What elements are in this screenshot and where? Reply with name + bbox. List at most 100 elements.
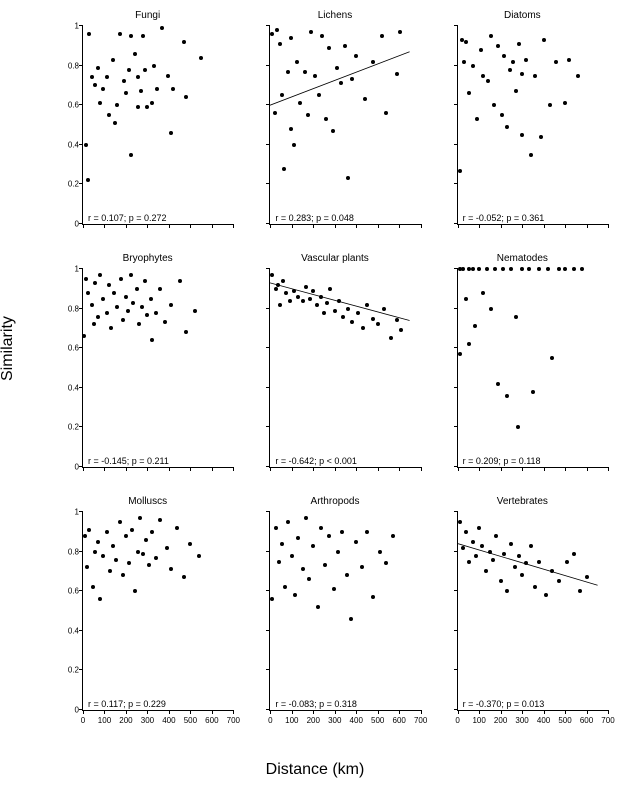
data-point: [270, 273, 274, 277]
data-point: [391, 534, 395, 538]
data-point: [493, 267, 497, 271]
data-point: [139, 89, 143, 93]
plot-area: 00.20.40.60.810100200300400500600700: [82, 512, 233, 711]
data-point: [288, 299, 292, 303]
data-point: [474, 554, 478, 558]
data-point: [83, 534, 87, 538]
data-point: [129, 34, 133, 38]
data-point: [182, 575, 186, 579]
panel-molluscs: Molluscs00.20.40.60.81010020030040050060…: [58, 498, 237, 733]
data-point: [137, 322, 141, 326]
data-point: [313, 74, 317, 78]
data-point: [471, 540, 475, 544]
y-tick-label: 0.6: [61, 344, 79, 353]
data-point: [340, 530, 344, 534]
panel-title: Arthropods: [245, 496, 424, 507]
data-point: [509, 267, 513, 271]
data-point: [389, 336, 393, 340]
data-point: [517, 554, 521, 558]
data-point: [477, 267, 481, 271]
data-point: [317, 93, 321, 97]
data-point: [119, 277, 123, 281]
data-point: [499, 579, 503, 583]
data-point: [136, 75, 140, 79]
data-point: [140, 305, 144, 309]
data-point: [115, 103, 119, 107]
data-point: [141, 552, 145, 556]
plot-area: 0100200300400500600700: [269, 512, 420, 711]
data-point: [286, 520, 290, 524]
data-point: [298, 101, 302, 105]
data-point: [557, 579, 561, 583]
stats-text: r = -0.083; p = 0.318: [275, 699, 357, 709]
data-point: [121, 573, 125, 577]
data-point: [341, 315, 345, 319]
panel-grid: Fungi00.20.40.60.81r = 0.107; p = 0.272L…: [0, 0, 630, 793]
data-point: [274, 287, 278, 291]
data-point: [481, 291, 485, 295]
data-point: [533, 74, 537, 78]
data-point: [576, 74, 580, 78]
x-tick-label: 300: [141, 716, 154, 725]
data-point: [516, 425, 520, 429]
data-point: [301, 299, 305, 303]
plot-area: 00.20.40.60.81: [82, 26, 233, 225]
y-axis-label: Similarity: [0, 316, 17, 381]
data-point: [524, 58, 528, 62]
data-point: [371, 317, 375, 321]
y-tick-label: 0.6: [61, 101, 79, 110]
data-point: [514, 315, 518, 319]
x-tick-label: 400: [350, 716, 363, 725]
y-tick-label: 0.6: [61, 587, 79, 596]
data-point: [489, 307, 493, 311]
data-point: [365, 530, 369, 534]
data-point: [520, 573, 524, 577]
data-point: [184, 330, 188, 334]
data-point: [143, 68, 147, 72]
data-point: [296, 536, 300, 540]
data-point: [86, 178, 90, 182]
data-point: [580, 267, 584, 271]
data-point: [467, 91, 471, 95]
data-point: [136, 105, 140, 109]
y-tick-label: 0.8: [61, 61, 79, 70]
data-point: [184, 95, 188, 99]
data-point: [531, 390, 535, 394]
data-point: [169, 131, 173, 135]
data-point: [112, 291, 116, 295]
data-point: [376, 322, 380, 326]
data-point: [572, 267, 576, 271]
data-point: [284, 291, 288, 295]
data-point: [155, 87, 159, 91]
data-point: [96, 315, 100, 319]
data-point: [275, 28, 279, 32]
data-point: [84, 143, 88, 147]
data-point: [273, 111, 277, 115]
data-point: [563, 101, 567, 105]
data-point: [144, 538, 148, 542]
data-point: [276, 283, 280, 287]
y-tick-label: 0.4: [61, 140, 79, 149]
plot-area: 00.20.40.60.81: [82, 269, 233, 468]
data-point: [546, 267, 550, 271]
data-point: [327, 46, 331, 50]
data-point: [554, 60, 558, 64]
data-point: [124, 295, 128, 299]
data-point: [87, 32, 91, 36]
data-point: [124, 534, 128, 538]
data-point: [520, 133, 524, 137]
data-point: [464, 297, 468, 301]
data-point: [93, 550, 97, 554]
data-point: [303, 70, 307, 74]
data-point: [517, 42, 521, 46]
data-point: [325, 301, 329, 305]
data-point: [505, 589, 509, 593]
data-point: [514, 89, 518, 93]
data-point: [327, 534, 331, 538]
data-point: [90, 75, 94, 79]
data-point: [537, 560, 541, 564]
data-point: [350, 320, 354, 324]
data-point: [292, 143, 296, 147]
data-point: [126, 309, 130, 313]
stats-text: r = 0.283; p = 0.048: [275, 213, 354, 223]
